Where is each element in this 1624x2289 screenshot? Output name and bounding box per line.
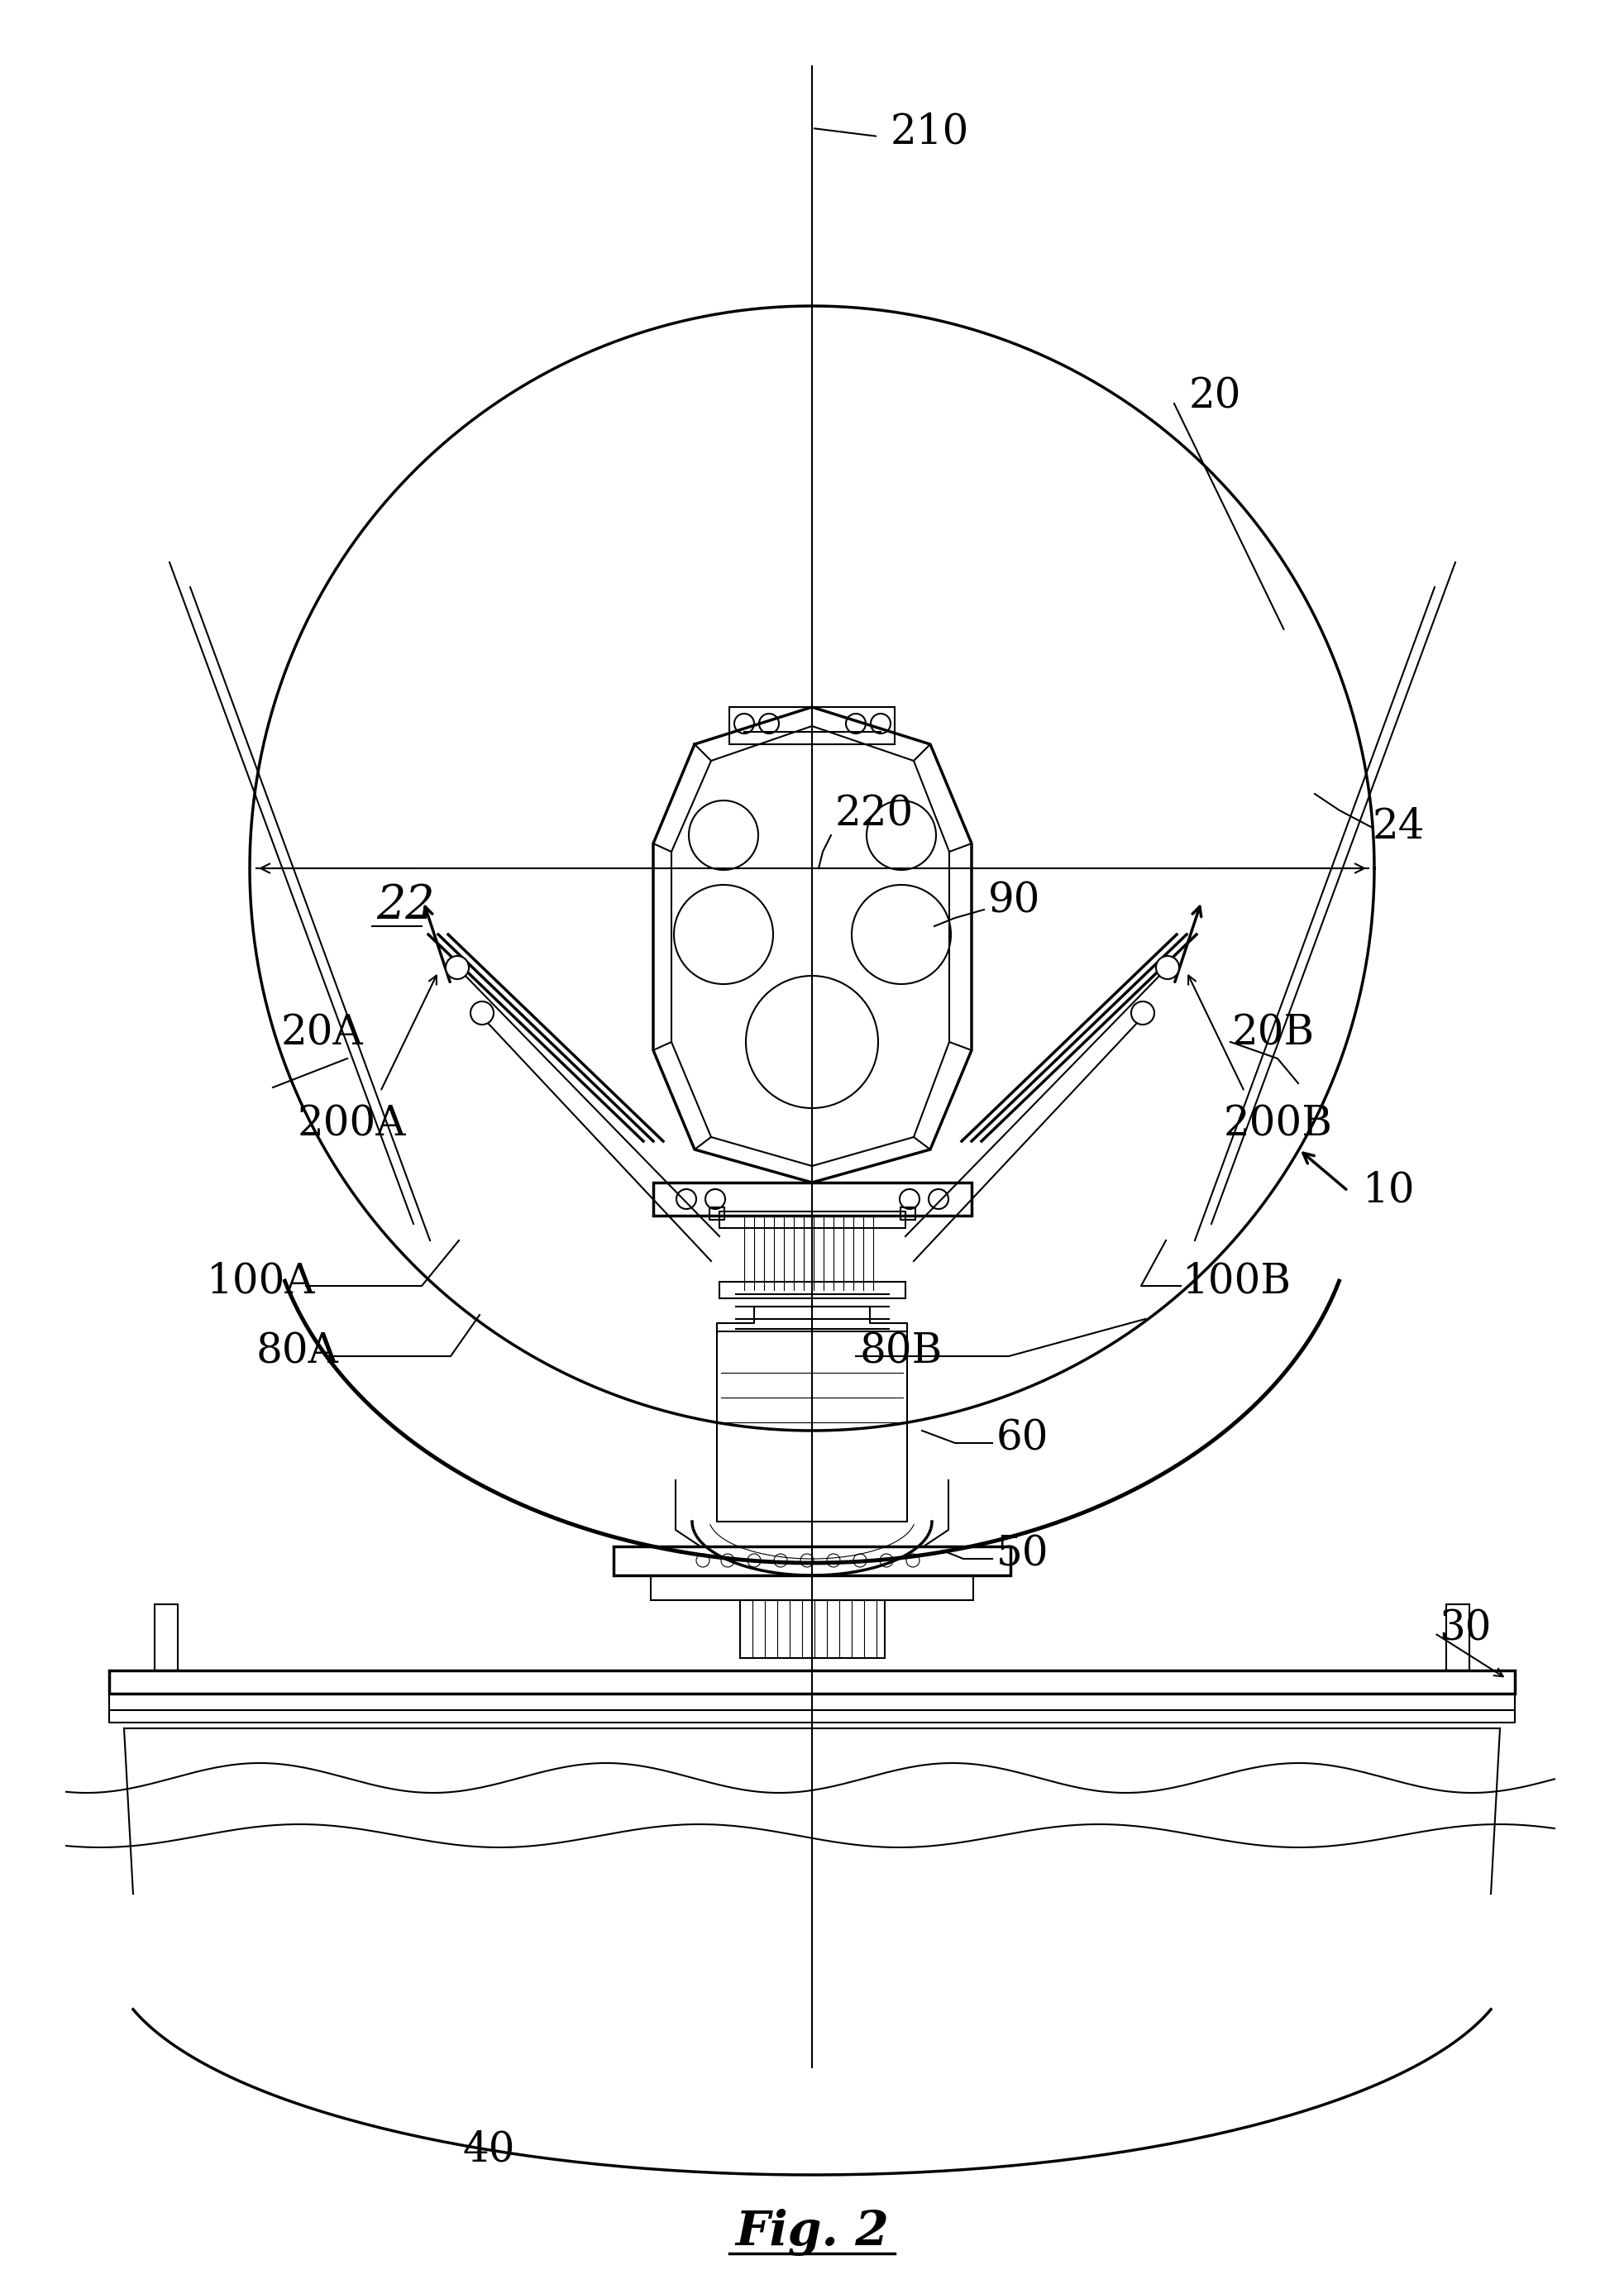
Text: 90: 90 [987,881,1041,922]
Text: 50: 50 [997,1534,1049,1575]
Circle shape [1156,957,1179,980]
Bar [154,1605,177,1671]
Text: 100B: 100B [1182,1261,1291,1302]
Text: 100A: 100A [206,1261,315,1302]
Text: Fig. 2: Fig. 2 [736,2209,888,2257]
Text: 20: 20 [1189,375,1242,417]
Text: 60: 60 [997,1419,1049,1460]
Text: 200B: 200B [1224,1103,1333,1144]
Text: 30: 30 [1439,1609,1491,1650]
Bar [109,1694,1515,1710]
Bar [719,1211,906,1227]
Circle shape [445,957,469,980]
Text: 10: 10 [1363,1170,1415,1211]
Bar [729,707,895,744]
Text: 22: 22 [377,884,435,927]
Bar [653,1183,971,1215]
Text: 40: 40 [463,2129,515,2170]
Circle shape [1132,1003,1155,1025]
Text: 210: 210 [890,112,970,153]
Text: 80A: 80A [257,1332,339,1373]
Circle shape [471,1003,494,1025]
Text: 220: 220 [835,794,914,835]
Bar [719,1282,906,1298]
Bar [716,1332,908,1522]
Bar [710,1206,724,1220]
Bar [109,1671,1515,1694]
Bar [900,1206,916,1220]
Bar [651,1575,973,1600]
Text: 20A: 20A [281,1014,364,1055]
Bar [1447,1605,1470,1671]
Text: 80B: 80B [861,1332,944,1373]
Text: 20B: 20B [1233,1014,1315,1055]
Text: 200A: 200A [297,1103,406,1144]
Bar [741,1600,885,1657]
Text: 24: 24 [1372,806,1426,847]
Bar [614,1547,1010,1575]
